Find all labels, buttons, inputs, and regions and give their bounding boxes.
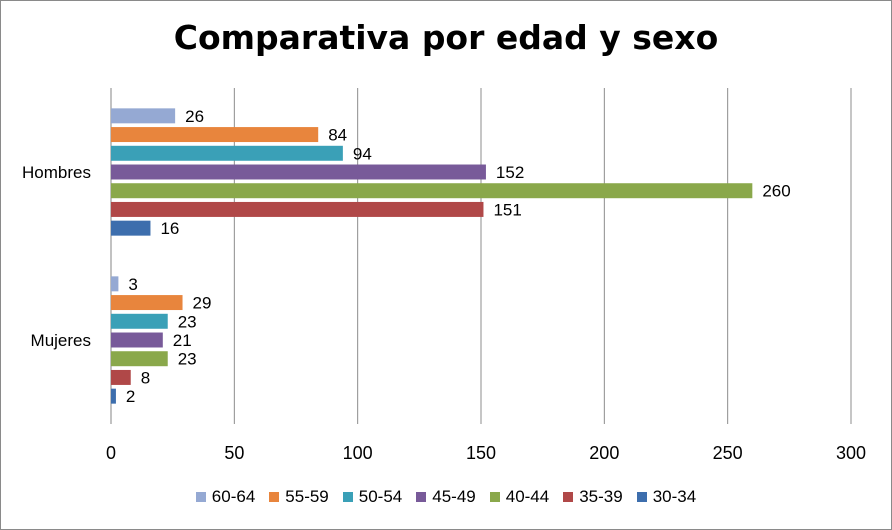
legend-item: 40-44 [489,487,550,507]
legend-swatch [342,492,353,502]
bar [111,108,176,124]
legend-swatch [416,492,427,502]
data-label: 3 [128,275,137,294]
x-tick-label: 0 [106,443,116,463]
legend-label: 40-44 [505,487,550,506]
legend-item: 55-59 [269,487,329,507]
x-tick-label: 100 [343,443,373,463]
legend-item: 60-64 [195,487,256,507]
legend-label: 50-54 [358,487,403,506]
bar [111,369,131,385]
data-label: 152 [496,163,524,182]
x-tick-label: 200 [589,443,619,463]
legend-label: 45-49 [432,487,476,506]
legend-label: 35-39 [579,487,623,506]
data-label: 23 [178,350,197,369]
legend-item: 35-39 [563,487,623,507]
legend-swatch [489,492,500,502]
data-label: 21 [173,331,192,350]
legend-label: 60-64 [211,487,256,506]
bar [111,313,168,329]
bar [111,332,163,348]
bar [111,220,151,236]
data-label: 23 [178,312,197,331]
legend-item: 45-49 [416,487,476,507]
legend-item: 30-34 [636,487,697,507]
x-tick-label: 250 [713,443,743,463]
gridlines [110,88,852,424]
data-label: 94 [353,144,372,163]
category-labels: Hombres Mujeres [22,163,91,350]
chart-title: Comparativa por edad y sexo [173,18,719,57]
legend-item: 50-54 [342,487,403,507]
data-label: 2 [126,387,135,406]
bar [111,145,343,161]
data-label: 29 [193,294,212,313]
legend-label: 30-34 [652,487,697,506]
x-tick-labels: 0 50 100 150 200 250 300 [106,443,866,463]
bar [111,183,753,199]
legend-label: 55-59 [285,487,329,506]
legend-swatch [636,492,647,502]
data-label: 84 [328,126,347,145]
x-tick-label: 50 [224,443,244,463]
data-label: 260 [762,182,790,201]
bar [111,164,486,180]
category-label: Hombres [22,163,91,182]
bar [111,127,319,143]
data-label: 26 [185,107,204,126]
bar [111,351,168,367]
bar [111,295,183,311]
legend-swatch [563,492,574,502]
bar [111,201,484,217]
data-label: 151 [493,200,521,219]
legend-swatch [195,492,206,502]
bars [111,108,753,404]
bar [111,388,116,404]
x-tick-label: 150 [466,443,496,463]
bar [111,276,119,292]
legend: 60-64 55-59 50-54 45-49 40-44 35-39 30-34 [0,487,892,507]
x-tick-label: 300 [836,443,866,463]
category-label: Mujeres [31,331,91,350]
data-label: 8 [141,368,150,387]
data-label: 16 [160,219,179,238]
legend-swatch [269,492,280,502]
